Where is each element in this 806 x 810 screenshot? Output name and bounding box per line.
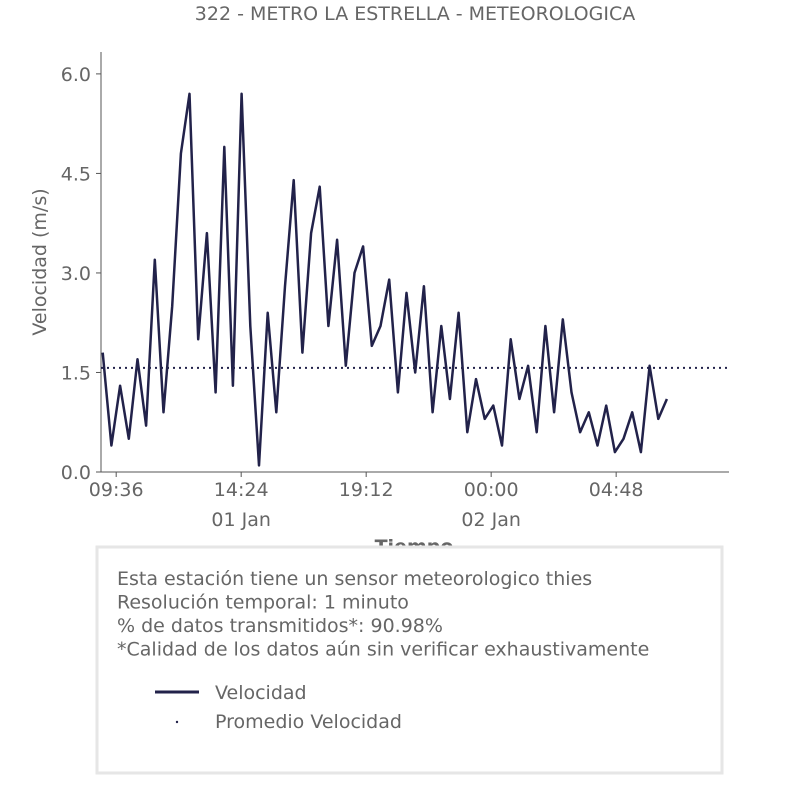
legend-box [95,545,724,775]
x-tick-label: 19:12 [339,479,394,501]
y-tick-label: 3.0 [61,263,91,285]
y-tick-label: 0.0 [61,462,91,484]
x-tick-label: 00:00 [464,479,519,501]
x-tick-label: 04:48 [589,479,644,501]
y-tick-label: 1.5 [61,362,91,384]
note: % de datos transmitidos*: 90.98% [117,615,443,637]
legend-dot [175,720,179,724]
data-line [101,92,669,467]
x-tick-label: 09:36 [89,479,144,501]
legend-label: Promedio Velocidad [215,711,402,733]
x-date-label: 01 Jan [211,509,271,531]
x-date-label: 02 Jan [461,509,521,531]
y-tick-label: 4.5 [61,163,91,185]
note: Esta estación tiene un sensor meteorolog… [117,568,592,590]
y-axis-label: Velocidad (m/s) [29,188,51,335]
chart-title: 322 - METRO LA ESTRELLA - METEOROLOGICA [195,3,635,25]
note: *Calidad de los datos aún sin verificar … [117,639,649,661]
note: Resolución temporal: 1 minuto [117,592,409,614]
x-tick-label: 14:24 [214,479,269,501]
y-tick-label: 6.0 [61,64,91,86]
legend-label: Velocidad [215,682,307,704]
